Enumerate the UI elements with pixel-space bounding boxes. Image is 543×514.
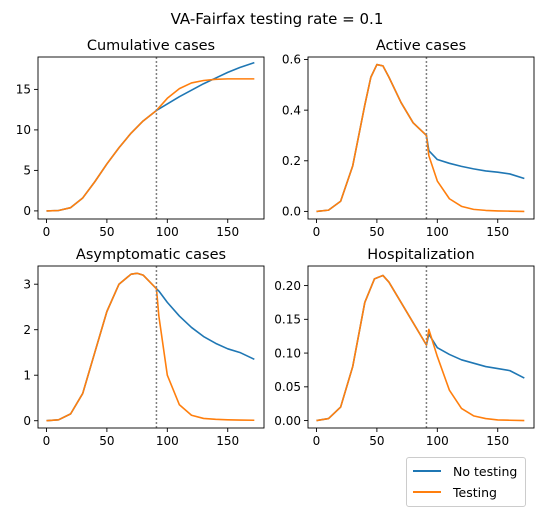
- x-tick-label: 0: [43, 225, 51, 239]
- series-line-testing: [46, 272, 255, 422]
- x-tick-label: 0: [313, 225, 321, 239]
- y-tick-label: 0: [23, 414, 31, 428]
- y-tick-label: 5: [23, 164, 31, 178]
- y-tick-label: 0.00: [274, 414, 301, 428]
- x-tick-label: 150: [216, 434, 239, 448]
- axes-frame: [37, 265, 265, 429]
- y-tick-label: 0.10: [274, 346, 301, 360]
- x-tick-label: 100: [426, 434, 449, 448]
- x-tick-label: 50: [99, 225, 114, 239]
- legend-swatch-no-testing: [413, 470, 441, 472]
- x-tick-label: 150: [486, 225, 509, 239]
- y-tick-label: 0.6: [282, 53, 301, 67]
- axes-frame: [37, 56, 265, 220]
- series-line-no-testing: [316, 63, 525, 213]
- subplot-title: Hospitalization: [367, 247, 474, 263]
- subplot-3: Asymptomatic cases 0 50 100 150 0 1 2 3: [23, 247, 265, 448]
- series-line-no-testing: [316, 274, 525, 422]
- y-tick-label: 10: [16, 123, 31, 137]
- series-line-no-testing: [46, 61, 255, 212]
- legend-swatch-testing: [413, 491, 441, 493]
- x-tick-label: 100: [426, 225, 449, 239]
- y-tick-label: 0.20: [274, 279, 301, 293]
- legend-item-no-testing: No testing: [413, 463, 517, 479]
- subplot-title: Active cases: [376, 38, 466, 54]
- subplot-title: Asymptomatic cases: [76, 247, 226, 263]
- legend-label-testing: Testing: [453, 484, 497, 500]
- y-tick-label: 0.05: [274, 380, 301, 394]
- y-tick-label: 15: [16, 83, 31, 97]
- x-tick-label: 0: [313, 434, 321, 448]
- x-tick-label: 50: [99, 434, 114, 448]
- y-tick-label: 1: [23, 368, 31, 382]
- subplot-2: Active cases 0 50 100 150 0.0 0.2 0.4 0.6: [282, 38, 535, 239]
- subplot-4: Hospitalization 0 50 100 150 0.00 0.05 0.10 0.15…: [274, 247, 535, 448]
- y-tick-label: 0.4: [282, 103, 301, 117]
- figure-suptitle: VA-Fairfax testing rate = 0.1: [171, 10, 384, 28]
- y-tick-label: 0.2: [282, 154, 301, 168]
- x-tick-label: 100: [156, 434, 179, 448]
- legend: No testing Testing: [406, 457, 526, 507]
- x-tick-label: 100: [156, 225, 179, 239]
- legend-label-no-testing: No testing: [453, 463, 518, 479]
- x-tick-label: 50: [369, 225, 384, 239]
- x-tick-label: 50: [369, 434, 384, 448]
- x-tick-label: 150: [486, 434, 509, 448]
- x-tick-label: 0: [43, 434, 51, 448]
- legend-item-testing: Testing: [413, 484, 497, 500]
- series-line-testing: [46, 78, 255, 212]
- series-line-testing: [316, 274, 525, 422]
- axes-frame: [307, 265, 535, 429]
- x-tick-label: 150: [216, 225, 239, 239]
- y-tick-label: 0.15: [274, 313, 301, 327]
- subplot-1: Cumulative cases 0 50 100 150 0 5 10 15: [16, 38, 265, 239]
- axes-frame: [307, 56, 535, 220]
- y-tick-label: 3: [23, 277, 31, 291]
- series-line-no-testing: [46, 272, 255, 422]
- subplot-title: Cumulative cases: [87, 38, 215, 54]
- y-tick-label: 0: [23, 204, 31, 218]
- y-tick-label: 0.0: [282, 205, 301, 219]
- series-line-testing: [316, 63, 525, 213]
- y-tick-label: 2: [23, 323, 31, 337]
